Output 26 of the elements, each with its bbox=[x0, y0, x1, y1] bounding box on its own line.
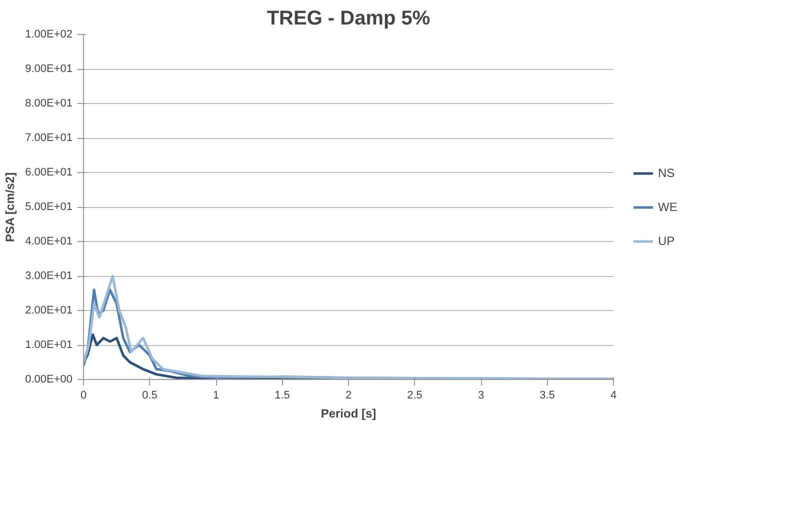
x-axis-title: Period [s] bbox=[320, 406, 376, 420]
y-tick-label: 2.00E+01 bbox=[25, 304, 72, 316]
x-tick-label: 0 bbox=[80, 390, 87, 402]
y-tick-label: 9.00E+01 bbox=[25, 63, 72, 75]
y-tick-label: 4.00E+01 bbox=[25, 236, 72, 248]
chart-title: TREG - Damp 5% bbox=[266, 8, 430, 30]
y-tick-label: 5.00E+01 bbox=[25, 201, 72, 213]
x-tick-label: 3.5 bbox=[540, 390, 555, 402]
y-tick-label: 3.00E+01 bbox=[25, 270, 72, 282]
x-tick-label: 4 bbox=[610, 390, 617, 402]
x-tick-label: 0.5 bbox=[142, 390, 158, 402]
x-tick-label: 3 bbox=[478, 390, 484, 402]
legend-label: UP bbox=[658, 234, 676, 248]
y-tick-label: 0.00E+00 bbox=[25, 374, 72, 386]
y-tick-label: 1.00E+02 bbox=[25, 28, 72, 40]
x-tick-label: 1.5 bbox=[274, 390, 290, 402]
y-tick-label: 1.00E+01 bbox=[25, 339, 72, 351]
y-tick-label: 6.00E+01 bbox=[25, 166, 72, 178]
x-tick-label: 2 bbox=[345, 390, 352, 402]
y-tick-label: 7.00E+01 bbox=[25, 132, 72, 144]
legend-label: NS bbox=[658, 166, 676, 180]
x-tick-label: 1 bbox=[212, 390, 220, 402]
x-tick-label: 2.5 bbox=[407, 390, 422, 402]
y-axis-title: PSA [cm/s2] bbox=[3, 172, 18, 242]
y-tick-label: 8.00E+01 bbox=[25, 98, 72, 110]
legend-label: WE bbox=[658, 200, 678, 214]
